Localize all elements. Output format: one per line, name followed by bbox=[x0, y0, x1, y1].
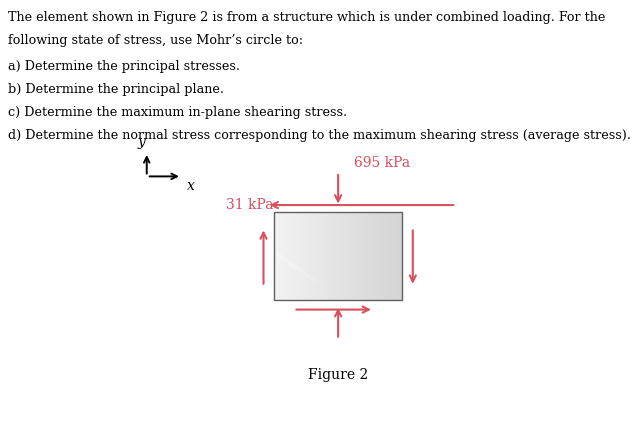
Bar bbox=[355, 212, 358, 300]
Bar bbox=[319, 212, 322, 300]
Bar bbox=[338, 212, 341, 300]
Bar bbox=[381, 212, 383, 300]
Bar bbox=[309, 277, 315, 280]
Bar bbox=[278, 254, 283, 258]
Bar bbox=[349, 212, 352, 300]
Text: b) Determine the principal plane.: b) Determine the principal plane. bbox=[8, 83, 224, 96]
Bar bbox=[322, 285, 327, 289]
Bar bbox=[274, 252, 279, 256]
Bar bbox=[283, 212, 286, 300]
Bar bbox=[321, 212, 324, 300]
Bar bbox=[366, 212, 369, 300]
Bar bbox=[300, 270, 305, 273]
Bar bbox=[274, 212, 277, 300]
Bar bbox=[281, 257, 286, 260]
Bar bbox=[290, 263, 295, 267]
Bar bbox=[293, 265, 299, 269]
Bar bbox=[327, 212, 330, 300]
Bar bbox=[317, 212, 320, 300]
Bar bbox=[332, 292, 337, 295]
Bar bbox=[325, 288, 330, 291]
Bar bbox=[313, 212, 315, 300]
Bar bbox=[359, 212, 362, 300]
Bar bbox=[316, 281, 321, 284]
Bar bbox=[329, 290, 334, 293]
Text: c) Determine the maximum in-plane shearing stress.: c) Determine the maximum in-plane sheari… bbox=[8, 106, 347, 119]
Bar bbox=[362, 212, 364, 300]
Bar bbox=[346, 212, 350, 300]
Bar bbox=[284, 259, 289, 262]
Text: y: y bbox=[138, 135, 145, 149]
Bar bbox=[378, 212, 382, 300]
Bar bbox=[285, 212, 288, 300]
Bar bbox=[287, 261, 292, 265]
Bar bbox=[300, 212, 302, 300]
Bar bbox=[276, 212, 279, 300]
Bar bbox=[306, 274, 311, 278]
Bar bbox=[385, 212, 388, 300]
Bar bbox=[397, 212, 401, 300]
Bar bbox=[396, 212, 398, 300]
Bar bbox=[383, 212, 385, 300]
Bar bbox=[295, 212, 299, 300]
Bar bbox=[357, 212, 360, 300]
Text: The element shown in Figure 2 is from a structure which is under combined loadin: The element shown in Figure 2 is from a … bbox=[8, 11, 605, 24]
Bar bbox=[289, 212, 292, 300]
Bar bbox=[345, 212, 347, 300]
Text: x: x bbox=[187, 179, 195, 193]
Bar bbox=[293, 212, 296, 300]
Bar bbox=[364, 212, 366, 300]
Bar bbox=[334, 212, 337, 300]
Bar bbox=[343, 212, 345, 300]
Bar bbox=[308, 212, 311, 300]
Bar bbox=[389, 212, 392, 300]
Bar bbox=[274, 212, 402, 300]
Bar bbox=[319, 283, 324, 287]
Bar bbox=[340, 212, 343, 300]
Bar bbox=[279, 212, 281, 300]
Bar bbox=[302, 212, 305, 300]
Bar bbox=[281, 212, 283, 300]
Bar bbox=[400, 212, 403, 300]
Text: 31 kPa: 31 kPa bbox=[226, 198, 274, 212]
Bar bbox=[311, 212, 313, 300]
Bar bbox=[315, 212, 318, 300]
Text: d) Determine the normal stress corresponding to the maximum shearing stress (ave: d) Determine the normal stress correspon… bbox=[8, 129, 630, 142]
Text: a) Determine the principal stresses.: a) Determine the principal stresses. bbox=[8, 60, 240, 73]
Bar bbox=[292, 212, 294, 300]
Bar bbox=[391, 212, 394, 300]
Text: Figure 2: Figure 2 bbox=[308, 368, 368, 382]
Bar bbox=[394, 212, 396, 300]
Bar bbox=[303, 272, 308, 276]
Bar bbox=[387, 212, 390, 300]
Bar bbox=[306, 212, 309, 300]
Bar bbox=[325, 212, 328, 300]
Bar bbox=[353, 212, 356, 300]
Bar bbox=[375, 212, 377, 300]
Bar bbox=[297, 268, 302, 271]
Bar bbox=[336, 212, 339, 300]
Bar bbox=[287, 212, 290, 300]
Bar bbox=[372, 212, 375, 300]
Bar bbox=[313, 279, 318, 282]
Bar bbox=[330, 212, 332, 300]
Text: 695 kPa: 695 kPa bbox=[354, 156, 410, 170]
Bar bbox=[332, 212, 334, 300]
Bar bbox=[368, 212, 371, 300]
Bar bbox=[351, 212, 353, 300]
Bar bbox=[304, 212, 307, 300]
Bar bbox=[298, 212, 300, 300]
Bar bbox=[376, 212, 379, 300]
Bar bbox=[370, 212, 373, 300]
Text: following state of stress, use Mohr’s circle to:: following state of stress, use Mohr’s ci… bbox=[8, 34, 303, 47]
Bar bbox=[335, 294, 340, 298]
Bar bbox=[323, 212, 326, 300]
